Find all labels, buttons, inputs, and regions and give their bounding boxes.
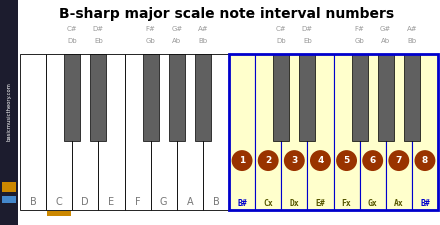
Bar [99,54,125,210]
Text: 1: 1 [239,156,245,165]
Bar [177,54,203,210]
Bar [386,54,412,210]
Text: D#: D# [302,26,313,32]
Text: 5: 5 [344,156,350,165]
Bar [169,54,185,141]
Bar [125,54,150,210]
Bar [20,54,46,210]
Bar [90,54,106,141]
Text: B: B [29,197,37,207]
Bar [412,54,438,210]
Text: A#: A# [407,26,417,32]
Text: F: F [135,197,140,207]
Circle shape [389,150,409,171]
Circle shape [414,150,436,171]
Circle shape [362,150,383,171]
Bar [255,54,281,210]
Bar [2,196,16,203]
Text: 2: 2 [265,156,271,165]
Bar [64,54,81,141]
Text: Fx: Fx [342,198,352,207]
Bar [2,182,16,192]
Text: Ab: Ab [172,38,181,44]
Text: Bb: Bb [407,38,416,44]
Text: 4: 4 [317,156,324,165]
Text: Db: Db [276,38,286,44]
Text: Gx: Gx [368,198,378,207]
Bar [195,54,211,141]
Text: A: A [187,197,193,207]
Circle shape [336,150,357,171]
Text: Db: Db [67,38,77,44]
Bar [308,54,334,210]
Text: B#: B# [420,198,430,207]
Text: A#: A# [198,26,208,32]
Text: D#: D# [93,26,104,32]
Bar [334,54,359,210]
Text: Dx: Dx [290,198,299,207]
Text: F#: F# [146,26,156,32]
Bar [203,54,229,210]
Text: Gb: Gb [355,38,364,44]
Text: Ab: Ab [381,38,390,44]
Text: Cx: Cx [263,198,273,207]
Text: G#: G# [380,26,391,32]
Text: Bb: Bb [198,38,207,44]
Text: C#: C# [67,26,77,32]
Text: G: G [160,197,168,207]
Bar [404,54,420,141]
Text: basicmusictheory.com: basicmusictheory.com [7,83,11,142]
Bar [359,54,386,210]
Text: 7: 7 [396,156,402,165]
Text: F#: F# [355,26,365,32]
Bar [299,54,315,141]
Text: C: C [56,197,62,207]
Text: Eb: Eb [303,38,312,44]
Circle shape [284,150,305,171]
Text: E#: E# [315,198,325,207]
Bar [72,54,99,210]
Text: B#: B# [237,198,247,207]
Text: 6: 6 [370,156,376,165]
Text: Ax: Ax [394,198,403,207]
Text: Eb: Eb [94,38,103,44]
Bar [0,0,18,225]
Bar [281,54,308,210]
Bar [46,54,72,210]
Text: 3: 3 [291,156,297,165]
Circle shape [231,150,253,171]
Bar [273,54,290,141]
Bar [47,211,71,216]
Text: Gb: Gb [146,38,155,44]
Bar [378,54,394,141]
Text: E: E [108,197,114,207]
Bar [352,54,368,141]
Bar [143,54,159,141]
Text: D: D [81,197,89,207]
Text: B-sharp major scale note interval numbers: B-sharp major scale note interval number… [59,7,395,21]
Bar [229,54,438,210]
Circle shape [310,150,331,171]
Bar [150,54,177,210]
Text: 8: 8 [422,156,428,165]
Text: G#: G# [171,26,182,32]
Bar [229,54,255,210]
Text: C#: C# [276,26,286,32]
Text: B: B [213,197,219,207]
Circle shape [258,150,279,171]
